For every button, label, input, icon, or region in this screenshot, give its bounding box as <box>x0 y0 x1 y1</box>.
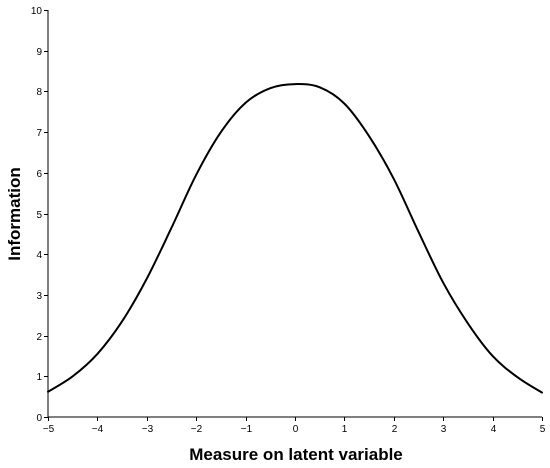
y-tick-label: 4 <box>36 250 42 261</box>
y-tick-label: 0 <box>36 413 42 424</box>
y-tick-label: 10 <box>31 6 43 17</box>
y-tick-label: 8 <box>36 87 42 98</box>
y-tick-label: 2 <box>36 332 42 343</box>
y-axis-title: Information <box>5 167 24 261</box>
x-tick-label: −4 <box>92 424 104 435</box>
x-tick-label: 3 <box>441 424 447 435</box>
x-tick-label: −2 <box>191 424 203 435</box>
x-tick-label: 1 <box>342 424 348 435</box>
x-tick-label: −5 <box>43 424 55 435</box>
plot-area: 0 1 2 3 4 5 6 7 8 9 10 −5 −4 −3 −2 −1 0 1 2 3 4 5 <box>31 6 546 435</box>
x-tick-label: −3 <box>142 424 154 435</box>
x-tick-label: 4 <box>491 424 497 435</box>
x-tick-label: −1 <box>241 424 253 435</box>
y-tick-label: 1 <box>36 372 42 383</box>
y-tick-label: 9 <box>36 47 42 58</box>
y-tick-label: 3 <box>36 291 42 302</box>
x-tick-label: 2 <box>392 424 398 435</box>
y-tick-label: 5 <box>36 210 42 221</box>
x-axis-title: Measure on latent variable <box>189 445 403 464</box>
x-tick-label: 0 <box>293 424 299 435</box>
information-curve-line <box>47 83 543 394</box>
y-tick-label: 6 <box>36 169 42 180</box>
x-tick-label: 5 <box>540 424 546 435</box>
y-tick-label: 7 <box>36 128 42 139</box>
